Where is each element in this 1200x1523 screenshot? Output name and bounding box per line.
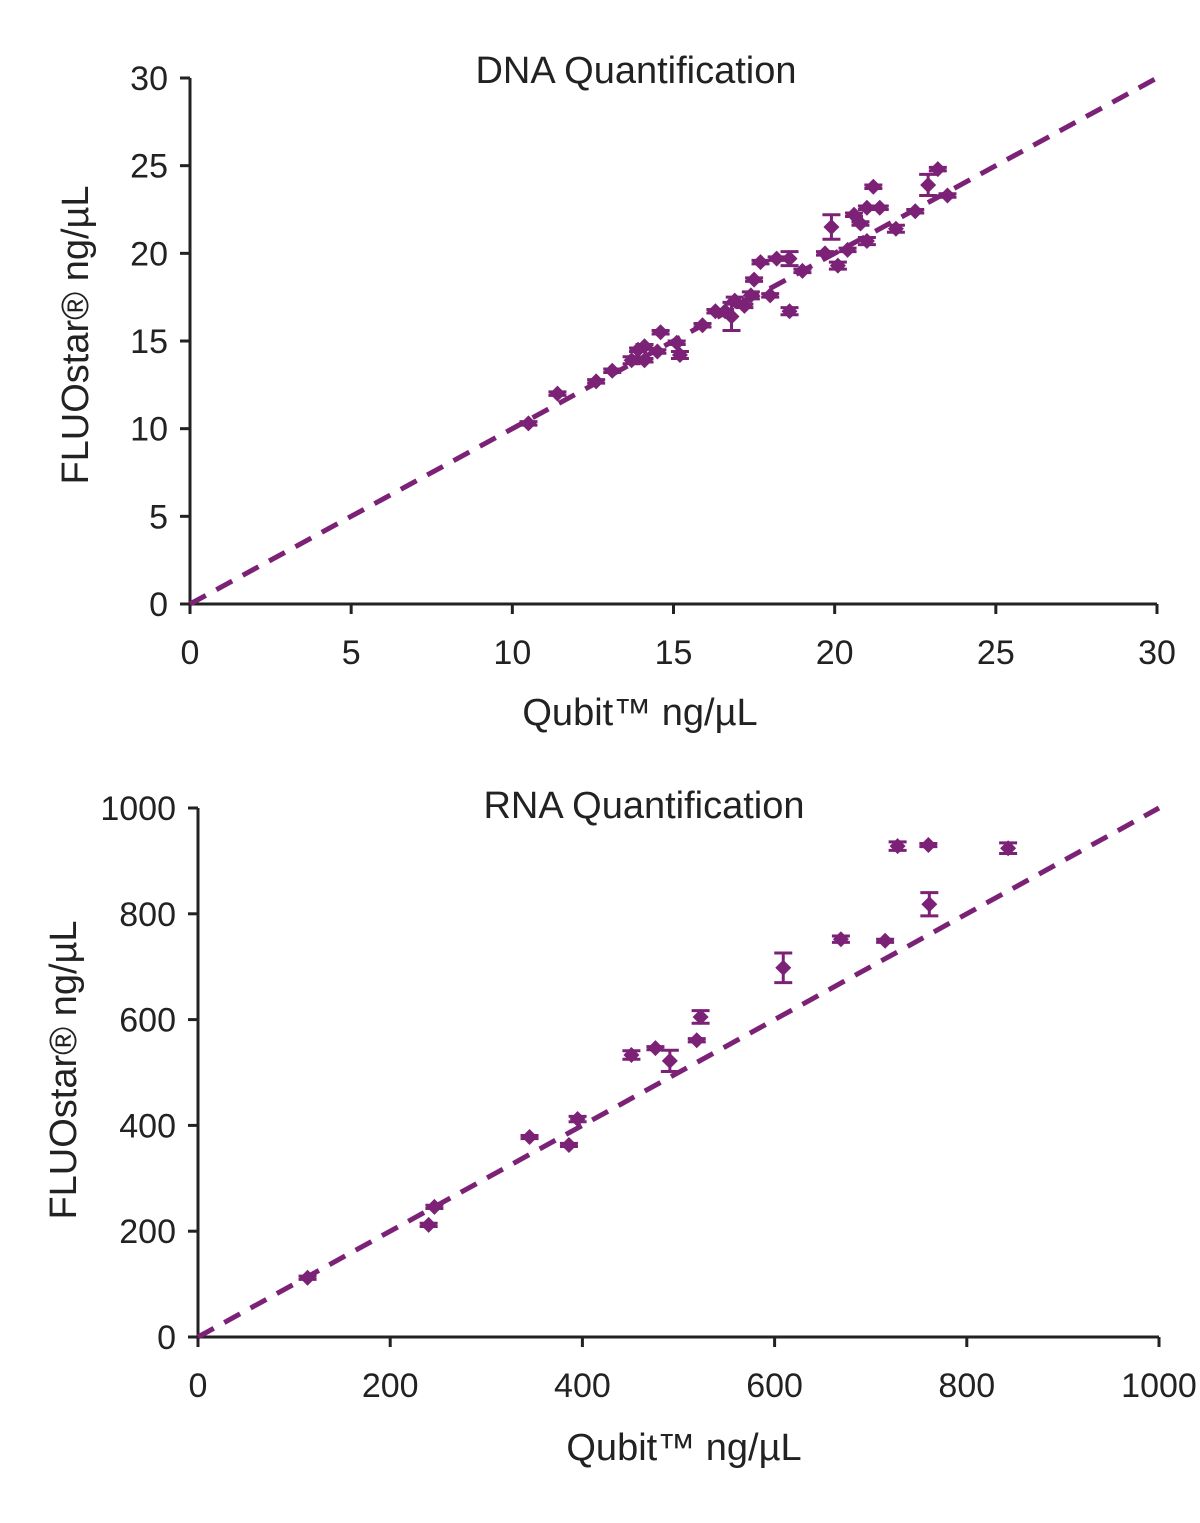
dna-data-point [623,352,640,369]
rna-data-point [920,837,937,854]
dna-data-point [694,317,711,334]
dna-data-point [652,324,669,341]
rna-data-point [889,838,906,855]
dna-data-point [939,187,956,204]
dna-data-point [520,415,537,432]
dna-data-point [752,254,769,271]
rna-y-tick-label: 1000 [100,790,176,828]
dna-y-tick-label: 10 [130,411,168,449]
rna-chart-title: RNA Quantification [483,785,804,827]
dna-data-point [920,176,937,193]
dna-data-point [549,385,566,402]
dna-data-point [871,199,888,216]
rna-y-tick-label: 600 [119,1002,176,1040]
rna-y-tick-label: 200 [119,1213,176,1251]
dna-data-point [816,245,833,262]
rna-data-point [560,1136,577,1153]
rna-data-point [569,1111,586,1128]
dna-data-point [636,352,653,369]
dna-data-point [736,297,753,314]
dna-chart: DNA Quantification Qubit™ ng/µL FLUOstar… [55,50,1176,734]
dna-data-point [588,373,605,390]
dna-data-point [852,215,869,232]
dna-data-point [887,220,904,237]
rna-data-point [832,931,849,948]
dna-x-tick-label: 15 [655,634,693,672]
dna-data-point [907,203,924,220]
rna-data-point [521,1129,538,1146]
dna-data-point [671,347,688,364]
dna-x-tick-label: 30 [1138,634,1176,672]
rna-data-point [1000,840,1017,857]
rna-y-tick-label: 400 [119,1107,176,1145]
rna-data-point [426,1198,443,1215]
dna-data-point [858,233,875,250]
dna-data-point [781,303,798,320]
rna-y-axis-label: FLUOstar® ng/µL [43,920,85,1219]
dna-x-axis-label: Qubit™ ng/µL [522,692,757,734]
dna-data-point [781,250,798,267]
rna-y-tick-label: 0 [157,1319,176,1357]
rna-x-tick-label: 1000 [1121,1367,1197,1405]
dna-data-point [839,241,856,258]
dna-chart-title: DNA Quantification [475,50,796,92]
dna-data-point [742,287,759,304]
dna-data-point [768,250,785,267]
dna-y-tick-label: 15 [130,323,168,361]
rna-data-point [420,1216,437,1233]
rna-data-point [661,1052,678,1069]
rna-x-tick-label: 800 [938,1367,995,1405]
dna-data-point [746,271,763,288]
dna-x-tick-label: 5 [342,634,361,672]
dna-y-tick-label: 30 [130,60,168,98]
rna-data-point [775,959,792,976]
rna-data-point [688,1032,705,1049]
rna-data-point [299,1269,316,1286]
dna-data-point [929,161,946,178]
dna-data-point [794,262,811,279]
dna-x-tick-label: 10 [493,634,531,672]
rna-x-tick-label: 0 [189,1367,208,1405]
rna-x-tick-label: 400 [554,1367,611,1405]
rna-data-point [692,1008,709,1025]
dna-data-point [707,303,724,320]
rna-data-point [877,932,894,949]
rna-x-tick-label: 200 [362,1367,419,1405]
dna-data-point [604,362,621,379]
dna-y-tick-label: 20 [130,235,168,273]
rna-y-tick-label: 800 [119,896,176,934]
dna-x-tick-label: 0 [181,634,200,672]
dna-x-tick-label: 20 [816,634,854,672]
dna-data-point [723,308,740,325]
dna-data-point [649,343,666,360]
rna-data-point [623,1047,640,1064]
dna-y-tick-label: 5 [149,498,168,536]
rna-x-tick-label: 600 [746,1367,803,1405]
rna-data-point [921,896,938,913]
dna-data-point [762,287,779,304]
dna-y-axis-label: FLUOstar® ng/µL [55,185,97,484]
dna-x-tick-label: 25 [977,634,1015,672]
dna-data-point [668,334,685,351]
rna-chart: RNA Quantification Qubit™ ng/µL FLUOstar… [43,785,1197,1469]
dna-y-tick-label: 25 [130,148,168,186]
dna-data-point [865,178,882,195]
dna-data-point [829,257,846,274]
rna-x-axis-label: Qubit™ ng/µL [566,1427,801,1469]
dna-data-point [858,199,875,216]
rna-data-point [647,1040,664,1057]
dna-data-point [823,219,840,236]
dna-y-tick-label: 0 [149,586,168,624]
